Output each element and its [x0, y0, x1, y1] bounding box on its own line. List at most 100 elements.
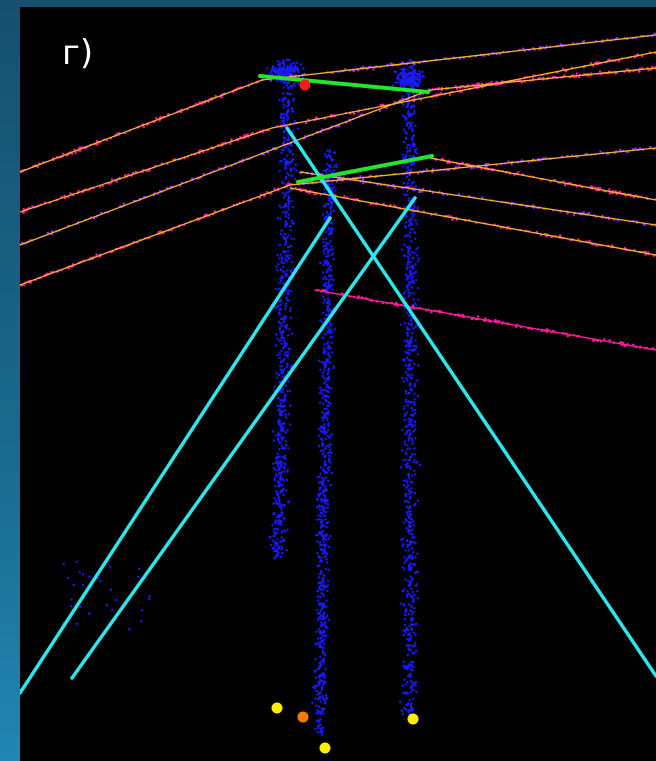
cloud-point — [405, 392, 408, 395]
cloud-point — [412, 541, 415, 544]
cloud-point — [279, 476, 282, 479]
cloud-point — [99, 580, 103, 583]
line-point — [425, 168, 428, 171]
cloud-point — [287, 289, 290, 292]
cloud-point — [326, 263, 329, 267]
cloud-point — [276, 465, 280, 468]
cloud-point — [285, 162, 288, 165]
cloud-point — [284, 345, 287, 348]
cloud-point — [275, 306, 279, 309]
cloud-point — [316, 533, 319, 537]
cloud-point — [286, 363, 289, 366]
cloud-point — [329, 157, 332, 160]
cloud-point — [323, 638, 326, 641]
cloud-point — [320, 637, 323, 640]
cloud-point — [319, 700, 322, 703]
fitted-line — [271, 51, 656, 129]
cloud-point — [325, 350, 328, 353]
cloud-point — [408, 505, 412, 508]
cloud-point — [280, 422, 283, 426]
cloud-point — [325, 242, 328, 245]
cloud-point — [417, 364, 420, 367]
cloud-point — [413, 562, 416, 566]
cloud-point — [279, 402, 282, 405]
cloud-point — [409, 568, 412, 572]
cloud-point — [128, 628, 131, 631]
cloud-point — [272, 534, 275, 538]
panel-label: г) — [62, 33, 94, 73]
cloud-point — [413, 392, 416, 395]
cloud-point — [407, 351, 410, 355]
cloud-point — [325, 626, 329, 629]
line-point — [361, 65, 365, 69]
cloud-point — [292, 97, 295, 101]
cloud-point — [326, 353, 330, 356]
line-point — [416, 172, 420, 175]
cloud-point — [317, 641, 320, 644]
cloud-point — [278, 169, 281, 173]
cloud-point — [286, 350, 289, 354]
cloud-point — [285, 112, 289, 115]
cloud-point — [327, 307, 331, 311]
cloud-point — [407, 647, 410, 650]
cloud-point — [410, 490, 413, 494]
cloud-point — [301, 76, 304, 79]
cloud-point — [70, 598, 73, 601]
line-point — [77, 189, 80, 193]
cloud-point — [272, 530, 276, 533]
cloud-point — [415, 690, 418, 693]
cloud-point — [290, 64, 294, 67]
cloud-point — [318, 710, 321, 714]
cloud-point — [391, 84, 395, 87]
cloud-point — [325, 698, 329, 701]
cloud-point — [403, 80, 406, 83]
cloud-point — [282, 456, 286, 459]
cloud-point — [280, 274, 283, 278]
cloud-point — [323, 652, 326, 655]
cloud-point — [279, 217, 282, 220]
cloud-point — [282, 131, 285, 134]
cloud-point — [280, 551, 284, 555]
cloud-point — [287, 234, 290, 237]
cloud-point — [320, 639, 323, 642]
cloud-point — [413, 144, 416, 147]
cloud-point — [321, 650, 324, 653]
cloud-point — [405, 466, 408, 469]
cloud-point — [410, 453, 414, 456]
cloud-point — [274, 333, 278, 336]
cloud-point — [325, 634, 328, 637]
cloud-point — [399, 85, 402, 88]
cloud-point — [329, 483, 333, 487]
cloud-point — [288, 328, 291, 331]
cloud-point — [411, 86, 415, 89]
line-point — [575, 72, 578, 75]
cloud-point — [401, 165, 404, 168]
cloud-point — [411, 137, 414, 140]
cloud-point — [401, 545, 405, 548]
cloud-point — [408, 429, 411, 432]
cloud-point — [396, 81, 399, 84]
cloud-point — [284, 97, 288, 100]
cloud-point — [287, 87, 290, 90]
cloud-point — [285, 118, 288, 122]
cloud-point — [317, 359, 321, 362]
cloud-point — [408, 632, 411, 635]
cloud-point — [416, 77, 419, 80]
cloud-point — [404, 559, 408, 562]
cloud-point — [316, 552, 319, 555]
cloud-point — [399, 323, 403, 326]
cloud-point — [402, 660, 405, 663]
cloud-point — [109, 588, 113, 591]
cloud-point — [408, 235, 412, 238]
cloud-point — [407, 291, 410, 294]
cloud-point — [323, 398, 327, 401]
cloud-point — [397, 76, 400, 80]
cloud-point — [321, 431, 324, 434]
cloud-point — [318, 645, 321, 649]
cloud-point — [323, 423, 326, 426]
cloud-point — [411, 81, 414, 84]
cloud-point — [316, 475, 319, 479]
cloud-point — [410, 628, 413, 632]
cloud-point — [319, 466, 323, 469]
line-point — [31, 205, 34, 208]
